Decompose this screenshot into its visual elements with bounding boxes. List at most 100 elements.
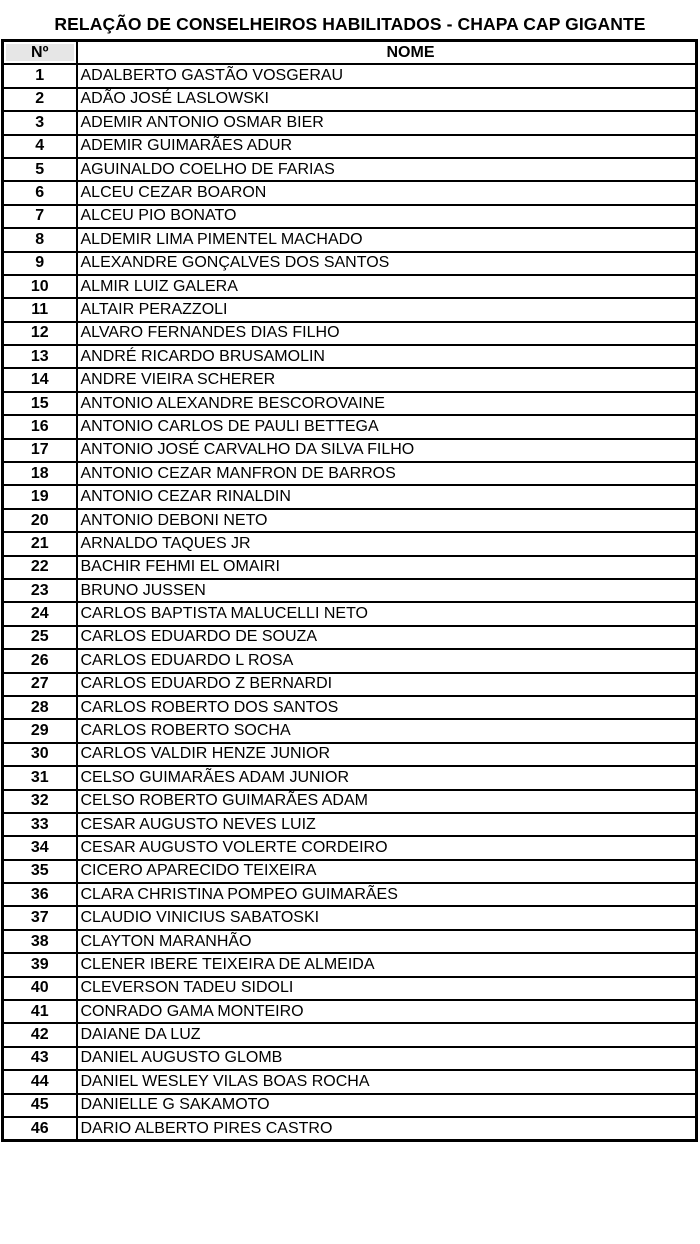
- table-row: 38 CLAYTON MARANHÃO: [1, 928, 698, 955]
- row-number: 39: [1, 952, 78, 978]
- row-name: CELSO ROBERTO GUIMARÃES ADAM: [75, 788, 698, 814]
- row-name: CESAR AUGUSTO NEVES LUIZ: [75, 811, 698, 838]
- row-number: 29: [1, 718, 78, 744]
- row-number: 36: [1, 882, 78, 908]
- table-row: 26 CARLOS EDUARDO L ROSA: [1, 648, 698, 674]
- row-name: CARLOS BAPTISTA MALUCELLI NETO: [75, 601, 698, 627]
- row-number: 1: [1, 63, 78, 89]
- table-row: 22 BACHIR FEHMI EL OMAIRI: [1, 554, 698, 581]
- row-name: CARLOS EDUARDO Z BERNARDI: [75, 671, 698, 697]
- table-row: 10 ALMIR LUIZ GALERA: [1, 273, 698, 300]
- table-row: 27 CARLOS EDUARDO Z BERNARDI: [1, 671, 698, 697]
- table-row: 33 CESAR AUGUSTO NEVES LUIZ: [1, 811, 698, 838]
- table-row: 4 ADEMIR GUIMARÃES ADUR: [1, 133, 698, 159]
- row-number: 14: [1, 367, 78, 393]
- row-number: 22: [1, 554, 78, 581]
- row-name: ALMIR LUIZ GALERA: [75, 273, 698, 300]
- row-number: 20: [1, 507, 78, 534]
- table-row: 24 CARLOS BAPTISTA MALUCELLI NETO: [1, 601, 698, 627]
- row-number: 6: [1, 180, 78, 206]
- row-number: 2: [1, 86, 78, 113]
- row-name: DAIANE DA LUZ: [75, 1022, 698, 1048]
- row-name: ADEMIR GUIMARÃES ADUR: [75, 133, 698, 159]
- table-row: 31 CELSO GUIMARÃES ADAM JUNIOR: [1, 765, 698, 791]
- row-name: ANTONIO CEZAR MANFRON DE BARROS: [75, 461, 698, 487]
- table-header-row: Nº NOME: [1, 39, 698, 66]
- row-number: 17: [1, 437, 78, 464]
- row-name: CARLOS EDUARDO DE SOUZA: [75, 624, 698, 651]
- table-row: 32 CELSO ROBERTO GUIMARÃES ADAM: [1, 788, 698, 814]
- table-row: 2 ADÃO JOSÉ LASLOWSKI: [1, 86, 698, 113]
- row-name: CLARA CHRISTINA POMPEO GUIMARÃES: [75, 882, 698, 908]
- row-name: ANTONIO JOSÉ CARVALHO DA SILVA FILHO: [75, 437, 698, 464]
- row-name: CONRADO GAMA MONTEIRO: [75, 998, 698, 1025]
- table-row: 42 DAIANE DA LUZ: [1, 1022, 698, 1048]
- table-row: 35 CICERO APARECIDO TEIXEIRA: [1, 858, 698, 885]
- row-number: 4: [1, 133, 78, 159]
- table-row: 46 DARIO ALBERTO PIRES CASTRO: [1, 1115, 698, 1142]
- row-number: 3: [1, 110, 78, 136]
- row-name: CICERO APARECIDO TEIXEIRA: [75, 858, 698, 885]
- table-row: 1 ADALBERTO GASTÃO VOSGERAU: [1, 63, 698, 89]
- row-number: 42: [1, 1022, 78, 1048]
- councillors-table: Nº NOME 1 ADALBERTO GASTÃO VOSGERAU 2 ADÃO …: [1, 39, 698, 1143]
- table-row: 18 ANTONIO CEZAR MANFRON DE BARROS: [1, 461, 698, 487]
- table-row: 15 ANTONIO ALEXANDRE BESCOROVAINE: [1, 390, 698, 417]
- row-number: 38: [1, 928, 78, 955]
- table-row: 45 DANIELLE G SAKAMOTO: [1, 1092, 698, 1118]
- table-row: 37 CLAUDIO VINICIUS SABATOSKI: [1, 905, 698, 931]
- row-name: ANTONIO CARLOS DE PAULI BETTEGA: [75, 414, 698, 440]
- table-row: 9 ALEXANDRE GONÇALVES DOS SANTOS: [1, 250, 698, 276]
- row-name: ALVARO FERNANDES DIAS FILHO: [75, 320, 698, 347]
- table-row: 19 ANTONIO CEZAR RINALDIN: [1, 484, 698, 510]
- table-row: 3 ADEMIR ANTONIO OSMAR BIER: [1, 110, 698, 136]
- table-row: 13 ANDRÉ RICARDO BRUSAMOLIN: [1, 344, 698, 370]
- table-row: 5 AGUINALDO COELHO DE FARIAS: [1, 156, 698, 183]
- row-name: CARLOS ROBERTO DOS SANTOS: [75, 694, 698, 721]
- row-name: ALEXANDRE GONÇALVES DOS SANTOS: [75, 250, 698, 276]
- row-number: 37: [1, 905, 78, 931]
- row-number: 43: [1, 1045, 78, 1072]
- table-row: 34 CESAR AUGUSTO VOLERTE CORDEIRO: [1, 835, 698, 861]
- row-name: ANTONIO DEBONI NETO: [75, 507, 698, 534]
- row-number: 8: [1, 227, 78, 253]
- table-row: 17 ANTONIO JOSÉ CARVALHO DA SILVA FILHO: [1, 437, 698, 464]
- row-number: 24: [1, 601, 78, 627]
- row-name: DANIEL AUGUSTO GLOMB: [75, 1045, 698, 1072]
- row-number: 31: [1, 765, 78, 791]
- row-number: 45: [1, 1092, 78, 1118]
- row-name: CARLOS VALDIR HENZE JUNIOR: [75, 741, 698, 768]
- row-name: BRUNO JUSSEN: [75, 577, 698, 604]
- table-row: 12 ALVARO FERNANDES DIAS FILHO: [1, 320, 698, 347]
- row-number: 26: [1, 648, 78, 674]
- row-number: 21: [1, 531, 78, 557]
- row-name: ANTONIO CEZAR RINALDIN: [75, 484, 698, 510]
- row-number: 32: [1, 788, 78, 814]
- row-number: 15: [1, 390, 78, 417]
- row-name: BACHIR FEHMI EL OMAIRI: [75, 554, 698, 581]
- row-number: 19: [1, 484, 78, 510]
- row-name: ALCEU PIO BONATO: [75, 203, 698, 230]
- row-number: 35: [1, 858, 78, 885]
- row-number: 41: [1, 998, 78, 1025]
- row-name: CLENER IBERE TEIXEIRA DE ALMEIDA: [75, 952, 698, 978]
- row-number: 7: [1, 203, 78, 230]
- row-number: 33: [1, 811, 78, 838]
- table-row: 30 CARLOS VALDIR HENZE JUNIOR: [1, 741, 698, 768]
- table-row: 43 DANIEL AUGUSTO GLOMB: [1, 1045, 698, 1072]
- table-row: 14 ANDRE VIEIRA SCHERER: [1, 367, 698, 393]
- row-number: 44: [1, 1069, 78, 1095]
- row-name: CLAYTON MARANHÃO: [75, 928, 698, 955]
- row-name: ALCEU CEZAR BOARON: [75, 180, 698, 206]
- row-name: CLAUDIO VINICIUS SABATOSKI: [75, 905, 698, 931]
- table-row: 21 ARNALDO TAQUES JR: [1, 531, 698, 557]
- row-number: 16: [1, 414, 78, 440]
- row-name: CARLOS ROBERTO SOCHA: [75, 718, 698, 744]
- table-row: 11 ALTAIR PERAZZOLI: [1, 297, 698, 323]
- table-row: 8 ALDEMIR LIMA PIMENTEL MACHADO: [1, 227, 698, 253]
- table-row: 36 CLARA CHRISTINA POMPEO GUIMARÃES: [1, 882, 698, 908]
- row-name: DANIELLE G SAKAMOTO: [75, 1092, 698, 1118]
- row-name: ANDRÉ RICARDO BRUSAMOLIN: [75, 344, 698, 370]
- table-row: 7 ALCEU PIO BONATO: [1, 203, 698, 230]
- row-name: ADÃO JOSÉ LASLOWSKI: [75, 86, 698, 113]
